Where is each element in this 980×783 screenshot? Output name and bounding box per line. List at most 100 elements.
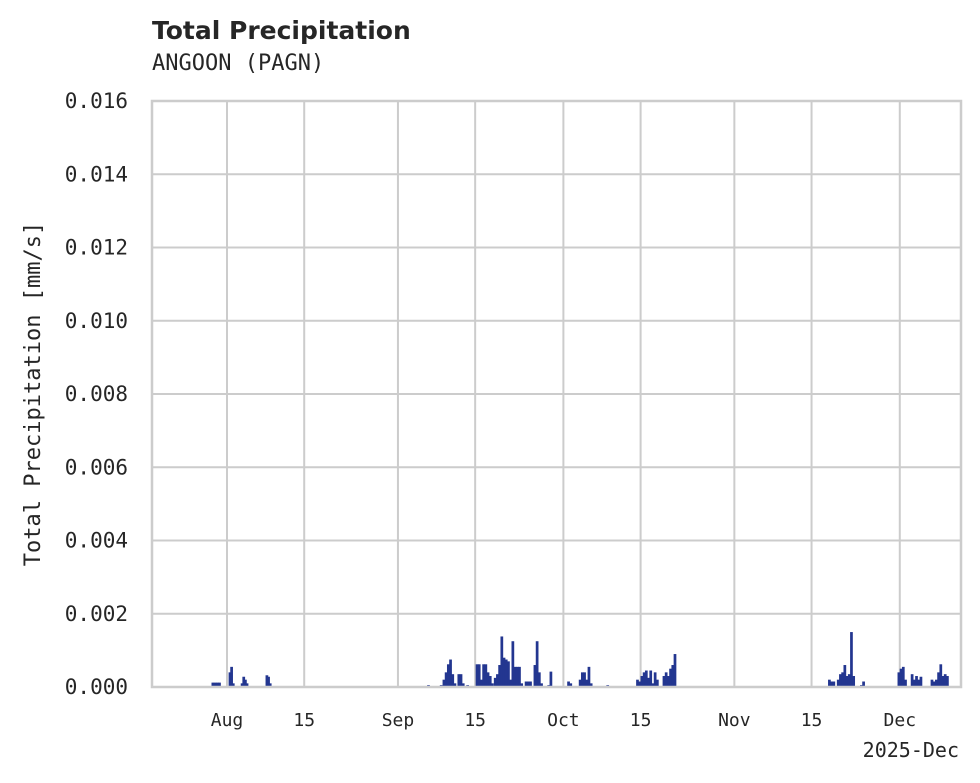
precipitation-bar [830,681,833,687]
precipitation-bar [446,664,450,687]
x-tick-label: Sep [382,710,415,731]
precipitation-bar [509,679,513,687]
precipitation-bar [919,676,923,687]
precipitation-bar [647,677,650,687]
precipitation-bar [850,632,853,687]
precipitation-bar [535,641,539,687]
precipitation-bar [832,681,836,687]
precipitation-bar [664,672,668,687]
precipitation-bar [444,672,448,687]
precipitation-bar [218,682,221,687]
x-axis-ticks: Aug 15 Sep 15 Oct 15 Nov 15 Dec [211,710,916,731]
precipitation-bar [511,641,515,687]
precipitation-bar [669,668,672,687]
precipitation-bar [649,670,653,687]
precipitation-bar [482,664,485,687]
precipitation-bar [946,676,949,687]
precipitation-bar [504,659,508,687]
precipitation-bar [636,679,639,687]
grid-lines [152,100,961,688]
precipitation-bar [477,664,481,687]
precipitation-bar [515,666,519,687]
precipitation-bar [653,672,657,687]
precipitation-bar [453,683,457,687]
precipitation-bar [671,665,675,687]
precipitation-bar [651,683,655,687]
y-tick-label: 0.002 [65,602,128,626]
precipitation-bar [862,681,865,687]
precipitation-bar [828,679,831,687]
precipitation-bar [549,671,553,687]
y-tick-label: 0.012 [65,236,128,260]
precipitation-bar [240,683,244,687]
precipitation-bars [211,632,949,687]
x-tick-label: 15 [801,710,823,731]
precipitation-bar [912,679,916,687]
x-tick-label: 15 [293,710,315,731]
precipitation-bar [491,683,494,687]
y-tick-label: 0.006 [65,455,128,479]
precipitation-bar [461,683,465,687]
precipitation-bar [267,676,270,687]
x-tick-label: Nov [718,710,751,731]
precipitation-bar [655,679,659,687]
precipitation-bar [930,679,934,687]
precipitation-bar [496,674,499,687]
plot-frame [150,99,963,689]
precipitation-bar [498,665,501,687]
precipitation-bar [640,676,644,687]
precipitation-bar [268,683,272,687]
precipitation-bar [502,657,506,687]
precipitation-bar [484,664,488,687]
precipitation-bar [941,676,945,687]
x-tick-label: 15 [630,710,652,731]
precipitation-bar [567,681,570,687]
y-axis-ticks: 0.000 0.002 0.004 0.006 0.008 0.010 0.012 0.014… [65,89,128,699]
precipitation-bar [904,679,907,687]
y-tick-label: 0.016 [65,89,128,113]
precipitation-bar [526,681,530,687]
precipitation-bar [230,666,233,687]
precipitation-bar [839,674,842,687]
chart-title: Total Precipitation [152,16,411,45]
precipitation-bar [513,666,517,687]
precipitation-bar [520,683,524,687]
precipitation-bar [843,665,847,687]
precipitation-bar [836,679,840,687]
precipitation-bar [231,683,235,687]
precipitation-bar [449,659,452,687]
precipitation-bar [917,679,921,687]
y-tick-label: 0.000 [65,675,128,699]
precipitation-bar [488,676,492,687]
precipitation-bar [533,665,537,687]
chart-subtitle: ANGOON (PAGN) [152,51,325,76]
precipitation-bar [841,672,844,687]
x-tick-label: Aug [211,710,244,731]
x-tick-label: Dec [884,710,917,731]
precipitation-bar [475,664,479,687]
precipitation-bar [211,682,215,687]
precipitation-bar [457,674,461,687]
y-tick-label: 0.004 [65,529,128,553]
precipitation-bar [228,672,232,687]
precipitation-bar [642,672,646,687]
precipitation-bar [244,679,247,687]
precipitation-bar [852,676,856,687]
x-tick-label: Oct [547,710,580,731]
precipitation-bar [245,683,249,687]
precipitation-bar [915,676,918,687]
precipitation-bar [589,683,593,687]
precipitation-bar [537,672,541,687]
precipitation-bar [937,672,940,687]
precipitation-bar [480,679,483,687]
y-axis-label: Total Precipitation [mm/s] [21,222,46,566]
precipitation-bar [587,666,591,687]
precipitation-bar [242,676,246,687]
precipitation-bar [899,668,903,687]
precipitation-bar [897,672,901,687]
precipitation-bar [493,677,497,687]
precipitation-bar [213,682,217,687]
precipitation-bar [667,676,670,687]
precipitation-bar [524,681,528,687]
